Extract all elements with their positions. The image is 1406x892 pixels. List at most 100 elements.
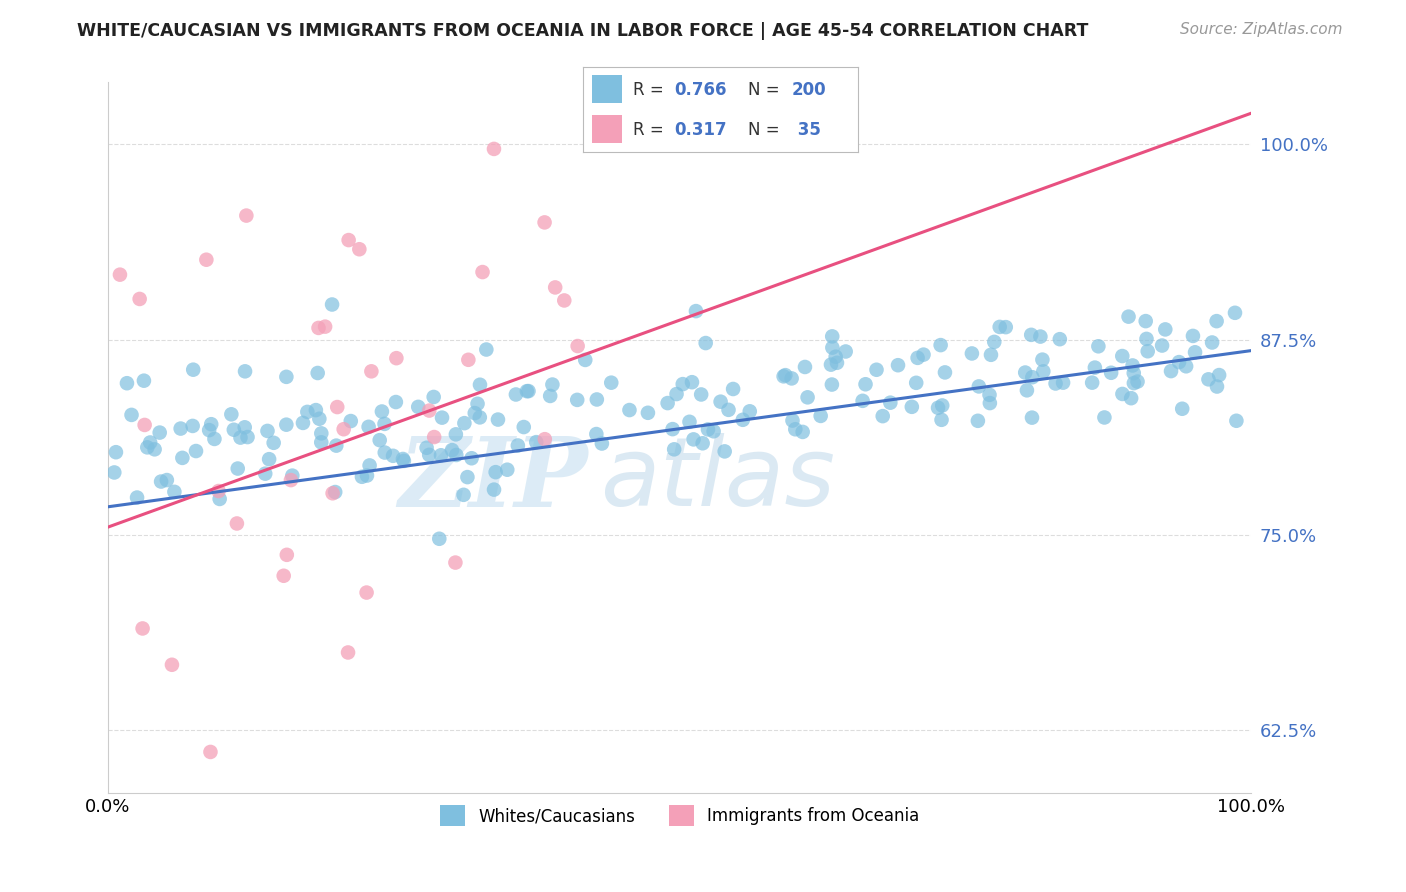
Point [574, 352, 596, 367]
Point [681, 375, 703, 389]
Point [200, 745, 222, 759]
Point [257, 452, 280, 467]
Point [506, 438, 529, 452]
Point [453, 416, 475, 430]
Point [567, 392, 589, 407]
Point [371, 404, 394, 418]
Point [796, 390, 818, 404]
Point [1152, 338, 1174, 352]
Point [1168, 355, 1191, 369]
Point [103, 466, 125, 480]
Point [794, 359, 817, 374]
Point [172, 450, 194, 465]
Text: 35: 35 [792, 120, 821, 138]
Point [1135, 332, 1157, 346]
Point [1126, 375, 1149, 389]
Point [359, 458, 381, 473]
Point [108, 268, 131, 282]
Point [821, 329, 844, 343]
Point [273, 568, 295, 582]
Point [1205, 314, 1227, 328]
Point [132, 374, 155, 388]
Point [276, 369, 298, 384]
Point [460, 451, 482, 466]
Point [349, 242, 371, 256]
Point [406, 400, 429, 414]
Point [782, 413, 804, 427]
Point [585, 427, 607, 442]
Point [872, 409, 894, 424]
Point [149, 425, 172, 440]
Point [115, 376, 138, 391]
Point [1206, 379, 1229, 393]
Point [430, 448, 453, 462]
Point [533, 432, 555, 446]
Point [1111, 387, 1133, 401]
Point [852, 393, 875, 408]
Point [184, 444, 207, 458]
Point [824, 350, 846, 364]
Point [567, 339, 589, 353]
Point [467, 397, 489, 411]
Point [979, 388, 1001, 402]
Point [181, 362, 204, 376]
Text: WHITE/CAUCASIAN VS IMMIGRANTS FROM OCEANIA IN LABOR FORCE | AGE 45-54 CORRELATIO: WHITE/CAUCASIAN VS IMMIGRANTS FROM OCEAN… [77, 22, 1088, 40]
Point [444, 556, 467, 570]
Point [690, 387, 713, 401]
Point [337, 233, 360, 247]
Point [200, 417, 222, 432]
Point [505, 387, 527, 401]
Point [825, 356, 848, 370]
Point [685, 304, 707, 318]
Point [713, 444, 735, 458]
Point [697, 422, 720, 436]
Point [585, 392, 607, 407]
Point [710, 394, 733, 409]
Point [960, 346, 983, 360]
Point [131, 622, 153, 636]
Point [1049, 332, 1071, 346]
Point [235, 209, 257, 223]
Bar [592, 76, 621, 103]
Point [1198, 372, 1220, 386]
Point [308, 321, 330, 335]
Point [350, 470, 373, 484]
Point [385, 351, 408, 366]
Point [1122, 359, 1144, 373]
Legend: Whites/Caucasians, Immigrants from Oceania: Whites/Caucasians, Immigrants from Ocean… [432, 797, 928, 834]
Point [887, 358, 910, 372]
Point [276, 417, 298, 432]
Point [307, 366, 329, 380]
Point [1175, 359, 1198, 374]
Point [440, 443, 463, 458]
Point [703, 424, 725, 438]
Point [907, 351, 929, 365]
Point [692, 436, 714, 450]
Point [418, 448, 440, 462]
Point [254, 467, 277, 481]
Text: ZIP: ZIP [398, 433, 588, 527]
Text: atlas: atlas [599, 434, 835, 526]
Point [263, 435, 285, 450]
Point [931, 413, 953, 427]
Point [314, 319, 336, 334]
Point [1160, 364, 1182, 378]
Point [1045, 376, 1067, 391]
Point [1094, 410, 1116, 425]
Point [912, 348, 935, 362]
Text: 0.317: 0.317 [673, 120, 727, 138]
Point [427, 532, 450, 546]
Point [1052, 376, 1074, 390]
Point [374, 445, 396, 459]
Point [457, 352, 479, 367]
Point [1171, 401, 1194, 416]
Point [475, 343, 498, 357]
Text: N =: N = [748, 120, 785, 138]
Point [1111, 349, 1133, 363]
Point [1084, 360, 1107, 375]
Point [1021, 410, 1043, 425]
Point [325, 439, 347, 453]
Point [1136, 344, 1159, 359]
Point [513, 420, 536, 434]
Point [385, 395, 408, 409]
